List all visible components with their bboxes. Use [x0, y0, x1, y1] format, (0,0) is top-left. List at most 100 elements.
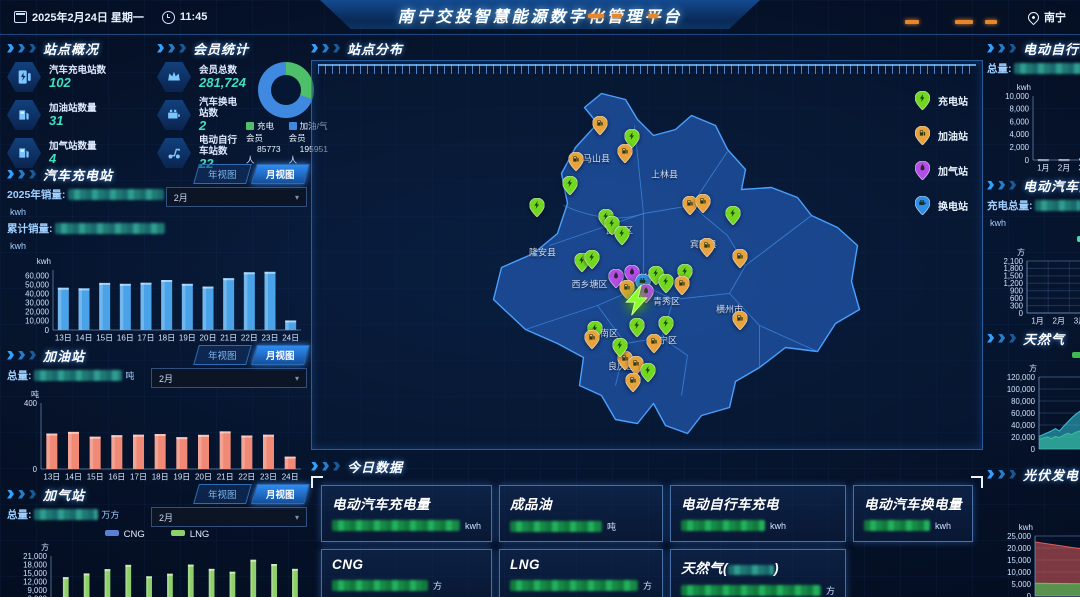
svg-text:22日: 22日	[238, 473, 255, 482]
district-label: 青秀区	[652, 296, 681, 307]
svg-text:23日: 23日	[262, 334, 279, 343]
panel-title: 加气站	[43, 487, 86, 503]
map-marker-charging-station[interactable]	[611, 337, 628, 362]
svg-text:0: 0	[33, 465, 38, 474]
map-marker-charging-station[interactable]	[583, 249, 600, 274]
map-marker-charging-station[interactable]	[724, 205, 741, 230]
svg-text:24日: 24日	[282, 334, 299, 343]
map-marker-oil-station[interactable]	[645, 333, 662, 358]
site-map[interactable]: 马山县上林县武鸣区隆安县宾阳县西乡塘区兴宁区青秀区横州市江南区邕宁区良庆区 充电…	[311, 60, 984, 450]
tab-month-view[interactable]: 月视图	[251, 484, 310, 504]
panel-gas-fill: 加气站 年视图 月视图 总量: 万方 2月▾ CNG LNG 方03,0006,…	[7, 484, 310, 597]
donut-legend-fuel: 加油/气会员 195951人	[288, 121, 329, 165]
panel-title: 天然气	[1023, 331, 1066, 347]
svg-text:30,000: 30,000	[25, 299, 50, 308]
map-marker-oil-station[interactable]	[591, 115, 608, 140]
today-card-ev-charge: 电动汽车充电量 kwh	[321, 485, 493, 542]
panel-oil-station: 加油站 年视图 月视图 总量: 吨 2月 ▾ 吨 0 400 13日 14日 15日 16日 1…	[7, 345, 310, 482]
svg-text:方: 方	[1029, 363, 1037, 373]
map-marker-oil-station[interactable]	[616, 143, 633, 168]
svg-text:1月: 1月	[1037, 164, 1049, 173]
svg-text:16日: 16日	[108, 473, 125, 482]
svg-text:19日: 19日	[173, 473, 190, 482]
map-marker-oil-station[interactable]	[583, 329, 600, 354]
map-marker-charging-station[interactable]	[613, 225, 630, 250]
panel-pv: 光伏发电 年视图 月视图 2024年▾ 光伏 放电量 kwh05,00010,0…	[987, 464, 1080, 597]
district-label: 江南区	[590, 328, 619, 339]
stat-oil-stations: 加油站数量 31	[7, 96, 157, 134]
today-card-cng: CNG 方	[321, 549, 493, 597]
map-marker-oil-station[interactable]	[698, 237, 715, 262]
district-label: 邕宁区	[649, 335, 678, 346]
map-marker-oil-station[interactable]	[567, 151, 584, 176]
district-label: 马山县	[582, 153, 611, 164]
map-hub-bolt-icon[interactable]	[624, 283, 650, 322]
stat-gas-stations: 加气站数量 4	[7, 134, 157, 172]
svg-text:300: 300	[1010, 301, 1024, 310]
map-marker-charging-station[interactable]	[657, 315, 674, 340]
svg-text:9,000: 9,000	[27, 586, 47, 595]
svg-text:80,000: 80,000	[1011, 397, 1036, 406]
stat-label: 汽车换电站数	[199, 97, 238, 119]
month-select[interactable]: 2月 ▾	[165, 187, 307, 207]
gas-grouped-bar-chart: 方03,0006,0009,00012,00015,00018,00021,00…	[7, 541, 307, 597]
svg-text:15日: 15日	[87, 473, 104, 482]
svg-text:0: 0	[1031, 445, 1036, 454]
time-text: 11:45	[179, 11, 208, 23]
decor-dash	[985, 20, 997, 24]
svg-text:4,000: 4,000	[1010, 130, 1030, 139]
month-select[interactable]: 2月 ▾	[151, 507, 307, 527]
calendar-icon	[14, 11, 27, 23]
svg-text:0: 0	[1027, 592, 1032, 597]
stat-value: 102	[49, 74, 71, 90]
map-marker-oil-station[interactable]	[673, 275, 690, 300]
swap-bar-chart: 方03006009001,2001,5001,8002,1001月2月3月4月5…	[987, 246, 1080, 326]
today-card-swap: 电动汽车换电量 kwh	[853, 485, 974, 542]
map-marker-charging-station[interactable]	[657, 273, 674, 298]
map-marker-charging-station[interactable]	[639, 362, 656, 387]
map-marker-oil-station[interactable]	[618, 279, 635, 304]
district-label: 西乡塘区	[571, 279, 608, 290]
tab-month-view[interactable]: 月视图	[251, 164, 310, 184]
svg-text:400: 400	[24, 399, 38, 408]
svg-text:0: 0	[45, 326, 50, 335]
location-text: 南宁	[1044, 12, 1066, 24]
map-marker-gas-station[interactable]	[607, 268, 624, 293]
decor-dash	[955, 20, 973, 24]
page-title: 南宁交投智慧能源数字化管理平台	[397, 8, 683, 26]
svg-text:2月: 2月	[1058, 164, 1070, 173]
map-marker-oil-station[interactable]	[731, 310, 748, 335]
svg-text:40,000: 40,000	[1011, 421, 1036, 430]
svg-text:600: 600	[1010, 294, 1024, 303]
svg-text:0: 0	[1025, 156, 1030, 165]
stat-total-members: 会员总数 281,724	[157, 58, 246, 96]
map-marker-oil-station[interactable]	[694, 193, 711, 218]
today-card-natural-gas: 天然气() 方	[670, 549, 847, 597]
svg-text:16日: 16日	[117, 334, 134, 343]
time-display: 11:45	[161, 10, 208, 24]
map-marker-charging-station[interactable]	[561, 175, 578, 200]
svg-text:1月: 1月	[1031, 317, 1043, 326]
svg-text:14日: 14日	[76, 334, 93, 343]
panel-title: 加油站	[43, 348, 86, 364]
tab-year-view[interactable]: 年视图	[193, 484, 252, 504]
battery-swap-icon	[157, 100, 191, 130]
tab-month-view[interactable]: 月视图	[251, 345, 310, 365]
month-select[interactable]: 2月 ▾	[151, 368, 307, 388]
map-legend-oil-station: 加油站	[915, 126, 968, 145]
map-marker-charging-station[interactable]	[628, 317, 645, 342]
stat-swap-stations: 汽车换电站数 2	[157, 96, 246, 134]
decor-dash	[612, 14, 622, 18]
map-marker-oil-station[interactable]	[731, 248, 748, 273]
map-marker-oil-station[interactable]	[624, 372, 641, 397]
tab-year-view[interactable]: 年视图	[193, 164, 252, 184]
location-display[interactable]: 南宁	[1025, 9, 1066, 25]
svg-text:kwh: kwh	[37, 257, 51, 266]
panel-car-charging: 汽车充电站 年视图 月视图 2025年销量: kwh 累计销量: kwh 2月 ▾…	[7, 164, 310, 343]
center-column: 站点分布 马山县上林县武鸣区隆安县宾阳县西乡塘区兴宁区青秀区横州市江南区邕宁区良…	[311, 38, 984, 597]
svg-text:方: 方	[41, 542, 49, 552]
map-marker-charging-station[interactable]	[528, 197, 545, 222]
tab-year-view[interactable]: 年视图	[193, 345, 252, 365]
svg-text:20,000: 20,000	[1011, 433, 1036, 442]
svg-text:50,000: 50,000	[25, 280, 50, 289]
